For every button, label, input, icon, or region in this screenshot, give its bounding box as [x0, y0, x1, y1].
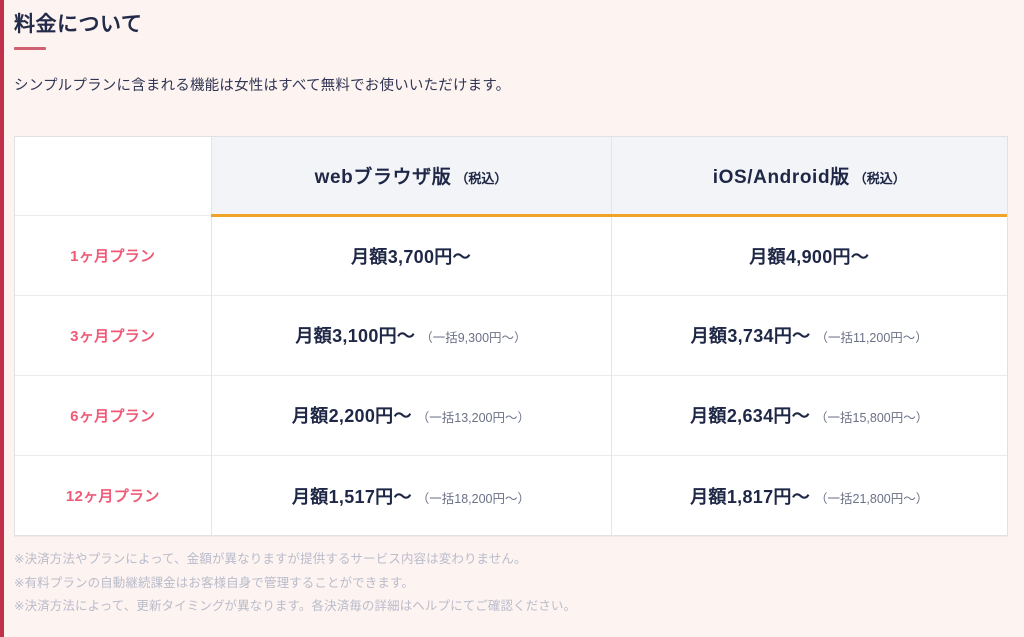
intro-text: シンプルプランに含まれる機能は女性はすべて無料でお使いいただけます。	[14, 78, 511, 95]
plan-label: 12ヶ月プラン	[15, 454, 212, 536]
price-lumpsum: （一括13,200円〜）	[416, 411, 530, 426]
price-monthly: 月額2,200円〜	[292, 406, 412, 427]
footnotes: ※決済方法やプランによって、金額が異なりますが提供するサービス内容は変わりません…	[14, 550, 1024, 616]
price-monthly: 月額3,700円〜	[351, 246, 471, 267]
table-header: webブラウザ版 （税込） iOS/Android版 （税込）	[15, 137, 1007, 217]
left-edge-accent-rail	[0, 0, 4, 637]
price-app: 月額2,634円〜 （一括15,800円〜）	[611, 374, 1007, 456]
table-row: 6ヶ月プラン 月額2,200円〜 （一括13,200円〜） 月額2,634円〜 （一…	[15, 374, 1007, 456]
price-lumpsum: （一括11,200円〜）	[815, 331, 928, 346]
header-cell-app: iOS/Android版 （税込）	[611, 137, 1007, 217]
price-web: 月額3,700円〜	[211, 215, 612, 296]
price-web: 月額2,200円〜 （一括13,200円〜）	[211, 374, 612, 456]
footnote-item: ※有料プランの自動継続課金はお客様自身で管理することができます。	[14, 575, 414, 590]
header-tax-note-app: （税込）	[853, 171, 906, 186]
plan-label: 1ヶ月プラン	[15, 215, 212, 296]
pricing-table: webブラウザ版 （税込） iOS/Android版 （税込） 1ヶ月プラン 月額3…	[15, 137, 1007, 536]
price-lumpsum: （一括9,300円〜）	[420, 331, 527, 346]
header-cell-blank	[15, 137, 212, 216]
table-row: 12ヶ月プラン 月額1,517円〜 （一括18,200円〜） 月額1,817円〜 （…	[15, 454, 1007, 536]
price-lumpsum: （一括15,800円〜）	[815, 411, 929, 426]
price-web: 月額1,517円〜 （一括18,200円〜）	[211, 454, 612, 536]
header-label-app: iOS/Android版	[712, 167, 850, 188]
price-monthly: 月額3,734円〜	[690, 326, 811, 347]
header-label-web: webブラウザ版	[314, 167, 452, 188]
footnote-item: ※決済方法やプランによって、金額が異なりますが提供するサービス内容は変わりません…	[14, 552, 527, 567]
price-web: 月額3,100円〜 （一括9,300円〜）	[211, 294, 612, 376]
price-monthly: 月額2,634円〜	[690, 406, 810, 427]
price-monthly: 月額3,100円〜	[295, 326, 416, 347]
price-monthly: 月額1,517円〜	[292, 486, 412, 507]
price-monthly: 月額1,817円〜	[690, 486, 810, 507]
footnote-item: ※決済方法によって、更新タイミングが異なります。各決済毎の詳細はヘルプにてご確認…	[14, 599, 577, 613]
table-row: 1ヶ月プラン 月額3,700円〜 月額4,900円〜	[15, 215, 1007, 296]
plan-label: 3ヶ月プラン	[15, 294, 212, 376]
price-lumpsum: （一括21,800円〜）	[815, 491, 929, 506]
plan-label: 6ヶ月プラン	[15, 374, 212, 456]
header-cell-web: webブラウザ版 （税込）	[211, 137, 612, 217]
price-app: 月額1,817円〜 （一括21,800円〜）	[611, 454, 1007, 536]
page-title: 料金について	[14, 13, 143, 36]
header-tax-note-web: （税込）	[455, 171, 508, 186]
table-header-row: webブラウザ版 （税込） iOS/Android版 （税込）	[15, 137, 1007, 217]
table-body: 1ヶ月プラン 月額3,700円〜 月額4,900円〜 3ヶ月プラン 月額3,10…	[15, 215, 1007, 536]
price-lumpsum: （一括18,200円〜）	[416, 491, 530, 506]
pricing-table-container: webブラウザ版 （税込） iOS/Android版 （税込） 1ヶ月プラン 月額3…	[14, 136, 1008, 537]
pricing-section: 料金について シンプルプランに含まれる機能は女性はすべて無料でお使いいただけます…	[14, 0, 1024, 637]
table-row: 3ヶ月プラン 月額3,100円〜 （一括9,300円〜） 月額3,734円〜 （一括…	[15, 294, 1007, 376]
title-underline-accent	[14, 47, 46, 51]
price-app: 月額4,900円〜	[611, 215, 1007, 295]
price-app: 月額3,734円〜 （一括11,200円〜）	[611, 294, 1007, 376]
price-monthly: 月額4,900円〜	[749, 246, 870, 267]
